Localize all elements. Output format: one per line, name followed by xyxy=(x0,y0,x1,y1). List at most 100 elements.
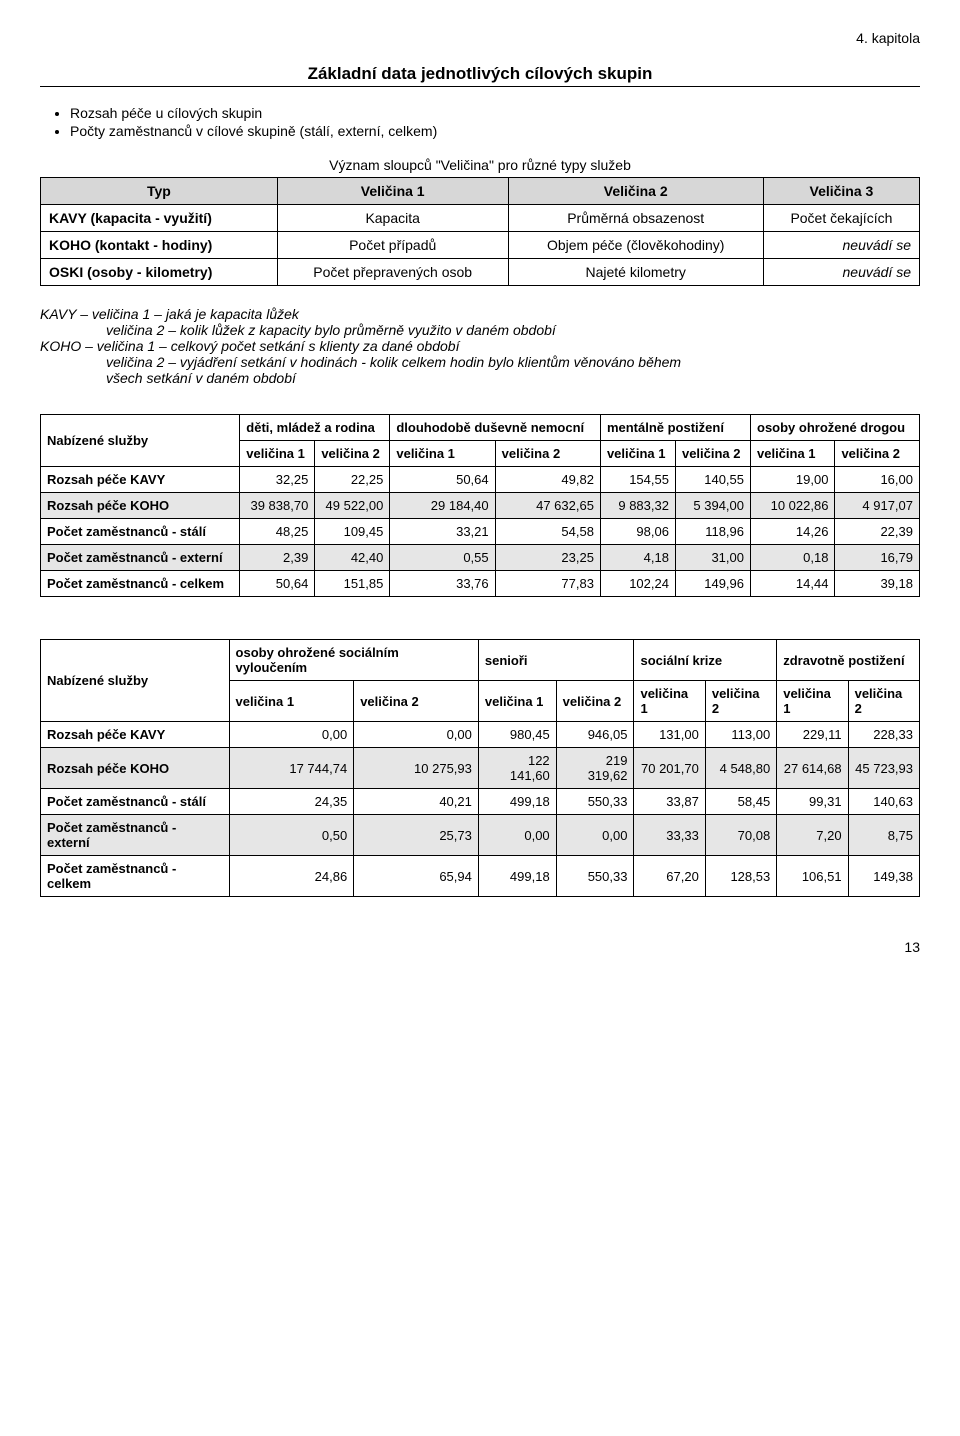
legend-line: KAVY – veličina 1 – jaká je kapacita lůž… xyxy=(40,306,920,322)
group-header: zdravotně postižení xyxy=(777,640,920,681)
def-header: Veličina 2 xyxy=(508,178,763,205)
data-cell: 499,18 xyxy=(478,856,556,897)
data-cell: 22,39 xyxy=(835,519,920,545)
data-cell: 102,24 xyxy=(600,571,675,597)
sub-header: veličina 2 xyxy=(354,681,479,722)
row-label: Rozsah péče KAVY xyxy=(41,722,230,748)
row-label: Počet zaměstnanců - externí xyxy=(41,545,240,571)
data-cell: 228,33 xyxy=(848,722,919,748)
def-header: Veličina 3 xyxy=(763,178,919,205)
sub-header: veličina 2 xyxy=(315,441,390,467)
def-header: Typ xyxy=(41,178,278,205)
def-cell: neuvádí se xyxy=(763,259,919,286)
row-header: Nabízené služby xyxy=(41,415,240,467)
data-cell: 33,33 xyxy=(634,815,705,856)
table-row: Počet zaměstnanců - externí0,5025,730,00… xyxy=(41,815,920,856)
data-cell: 0,55 xyxy=(390,545,495,571)
table-row: Rozsah péče KAVY0,000,00980,45946,05131,… xyxy=(41,722,920,748)
data-cell: 24,35 xyxy=(229,789,354,815)
data-cell: 33,76 xyxy=(390,571,495,597)
data-cell: 48,25 xyxy=(240,519,315,545)
table-row: Počet zaměstnanců - celkem24,8665,94499,… xyxy=(41,856,920,897)
data-cell: 14,26 xyxy=(751,519,835,545)
bullet-list: Rozsah péče u cílových skupin Počty zamě… xyxy=(40,105,920,139)
table-row: Rozsah péče KAVY32,2522,2550,6449,82154,… xyxy=(41,467,920,493)
data-cell: 17 744,74 xyxy=(229,748,354,789)
data-cell: 122 141,60 xyxy=(478,748,556,789)
group-header: osoby ohrožené sociálním vyloučením xyxy=(229,640,478,681)
sub-header: veličina 1 xyxy=(777,681,848,722)
data-cell: 0,00 xyxy=(229,722,354,748)
data-cell: 109,45 xyxy=(315,519,390,545)
data-cell: 499,18 xyxy=(478,789,556,815)
data-cell: 33,87 xyxy=(634,789,705,815)
data-cell: 10 022,86 xyxy=(751,493,835,519)
sub-header: veličina 2 xyxy=(675,441,750,467)
def-cell: Počet případů xyxy=(277,232,508,259)
group-header: dlouhodobě duševně nemocní xyxy=(390,415,601,441)
sub-header: veličina 1 xyxy=(600,441,675,467)
row-header: Nabízené služby xyxy=(41,640,230,722)
bullet-item: Počty zaměstnanců v cílové skupině (stál… xyxy=(70,123,920,139)
table-row: OSKI (osoby - kilometry) Počet přepraven… xyxy=(41,259,920,286)
sub-header: veličina 2 xyxy=(705,681,776,722)
data-cell: 113,00 xyxy=(705,722,776,748)
data-cell: 219 319,62 xyxy=(556,748,634,789)
group-header: mentálně postižení xyxy=(600,415,750,441)
data-cell: 550,33 xyxy=(556,856,634,897)
table-row: KOHO (kontakt - hodiny) Počet případů Ob… xyxy=(41,232,920,259)
data-cell: 70 201,70 xyxy=(634,748,705,789)
data-cell: 22,25 xyxy=(315,467,390,493)
sub-header: veličina 1 xyxy=(751,441,835,467)
data-cell: 7,20 xyxy=(777,815,848,856)
data-cell: 65,94 xyxy=(354,856,479,897)
data-cell: 58,45 xyxy=(705,789,776,815)
data-cell: 946,05 xyxy=(556,722,634,748)
legend-line: veličina 2 – kolik lůžek z kapacity bylo… xyxy=(40,322,920,338)
data-cell: 19,00 xyxy=(751,467,835,493)
sub-header: veličina 2 xyxy=(848,681,919,722)
data-cell: 16,79 xyxy=(835,545,920,571)
data-cell: 154,55 xyxy=(600,467,675,493)
table-row: Rozsah péče KOHO39 838,7049 522,0029 184… xyxy=(41,493,920,519)
sub-header: veličina 1 xyxy=(240,441,315,467)
def-cell: Počet čekajících xyxy=(763,205,919,232)
bullet-item: Rozsah péče u cílových skupin xyxy=(70,105,920,121)
def-cell: KAVY (kapacita - využití) xyxy=(41,205,278,232)
data-cell: 550,33 xyxy=(556,789,634,815)
data-cell: 149,38 xyxy=(848,856,919,897)
def-table-caption: Význam sloupců "Veličina" pro různé typy… xyxy=(40,157,920,173)
data-cell: 131,00 xyxy=(634,722,705,748)
def-cell: Průměrná obsazenost xyxy=(508,205,763,232)
data-cell: 14,44 xyxy=(751,571,835,597)
def-cell: OSKI (osoby - kilometry) xyxy=(41,259,278,286)
row-label: Počet zaměstnanců - celkem xyxy=(41,856,230,897)
page-title: Základní data jednotlivých cílových skup… xyxy=(40,64,920,84)
data-cell: 151,85 xyxy=(315,571,390,597)
data-cell: 67,20 xyxy=(634,856,705,897)
chapter-label: 4. kapitola xyxy=(40,30,920,46)
row-label: Rozsah péče KOHO xyxy=(41,748,230,789)
data-cell: 140,55 xyxy=(675,467,750,493)
legend-line: všech setkání v daném období xyxy=(40,370,920,386)
sub-header: veličina 2 xyxy=(556,681,634,722)
data-cell: 106,51 xyxy=(777,856,848,897)
data-cell: 149,96 xyxy=(675,571,750,597)
def-header: Veličina 1 xyxy=(277,178,508,205)
table-row: Nabízené službyděti, mládež a rodinadlou… xyxy=(41,415,920,441)
data-cell: 49,82 xyxy=(495,467,600,493)
data-cell: 10 275,93 xyxy=(354,748,479,789)
data-cell: 140,63 xyxy=(848,789,919,815)
data-cell: 0,50 xyxy=(229,815,354,856)
data-cell: 33,21 xyxy=(390,519,495,545)
data-cell: 98,06 xyxy=(600,519,675,545)
data-cell: 31,00 xyxy=(675,545,750,571)
table-row: Nabízené službyosoby ohrožené sociálním … xyxy=(41,640,920,681)
data-cell: 0,00 xyxy=(556,815,634,856)
data-cell: 50,64 xyxy=(390,467,495,493)
data-cell: 27 614,68 xyxy=(777,748,848,789)
legend-line: KOHO – veličina 1 – celkový počet setkán… xyxy=(40,338,920,354)
data-cell: 16,00 xyxy=(835,467,920,493)
row-label: Rozsah péče KOHO xyxy=(41,493,240,519)
group-header: osoby ohrožené drogou xyxy=(751,415,920,441)
